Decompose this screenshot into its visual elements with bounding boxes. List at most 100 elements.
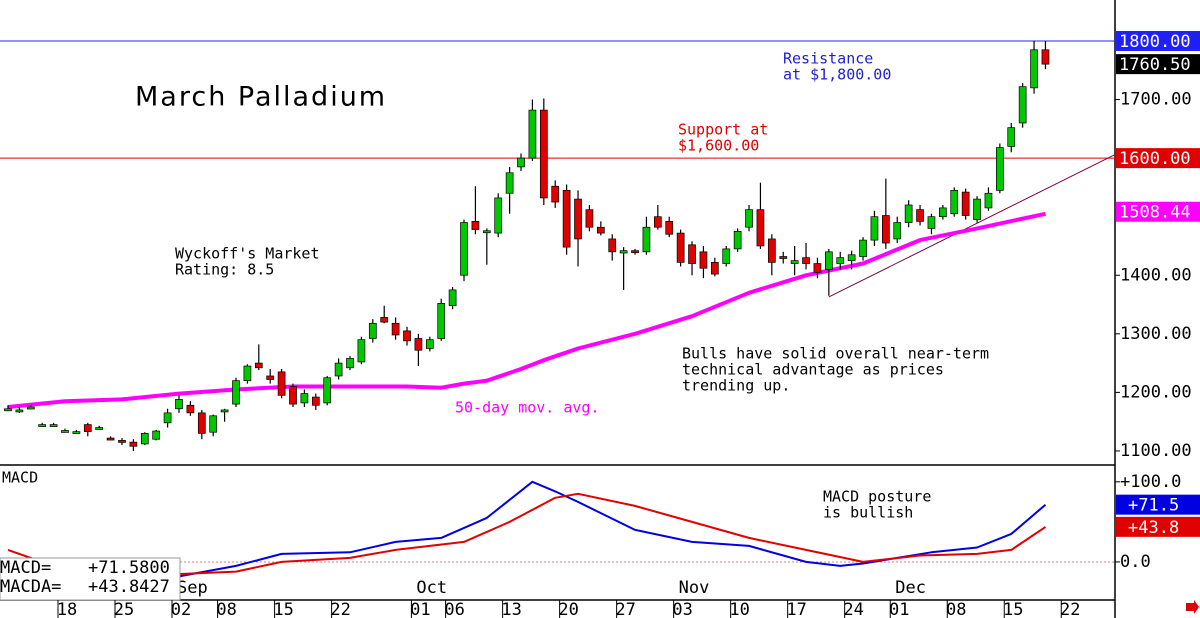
month-label: Dec — [895, 578, 926, 598]
x-tick-label: 20 — [558, 600, 578, 618]
candle-body — [676, 232, 685, 263]
annotation-text: $1,600.00 — [678, 137, 759, 155]
x-tick-label: 17 — [786, 600, 806, 618]
macd-y-tick-label: +100.0 — [1120, 472, 1181, 492]
candle-body — [83, 424, 92, 432]
candle-body — [517, 157, 525, 168]
candle-body — [802, 257, 810, 264]
price-marker-box — [1116, 148, 1200, 169]
y-tick-label: 1400.00 — [1120, 265, 1192, 285]
candle-body — [631, 250, 639, 254]
candle-body — [699, 251, 708, 269]
candle-body — [403, 330, 411, 342]
legend-readout: +43.8427 — [88, 577, 170, 597]
y-tick-label: 1300.00 — [1120, 324, 1192, 344]
annotation-text: Rating: 8.5 — [175, 261, 274, 279]
candle-body — [824, 251, 833, 270]
candle-body — [984, 192, 993, 209]
annotation-text: Support at — [678, 121, 768, 139]
annotation-text: Resistance — [783, 50, 873, 68]
scroll-arrow[interactable] — [1186, 600, 1199, 614]
x-tick-label: 18 — [57, 600, 77, 618]
candle-body — [460, 222, 468, 276]
candle-body — [323, 377, 332, 404]
x-tick-label: 06 — [444, 600, 464, 618]
x-tick-label: 24 — [843, 600, 863, 618]
annotation-text: technical advantage as prices — [682, 361, 944, 379]
annotation-text: trending up. — [682, 377, 790, 395]
month-label: Sep — [177, 578, 208, 598]
candle-body — [175, 399, 183, 410]
candle-body — [859, 239, 867, 257]
candle-body — [311, 396, 320, 406]
y-tick-label: 1700.00 — [1120, 90, 1192, 110]
x-tick-label: 15 — [1003, 600, 1023, 618]
candle-body — [608, 238, 617, 253]
chart-title: March Palladium — [135, 82, 387, 113]
candle-body — [893, 222, 902, 240]
candle-body — [950, 189, 959, 215]
candle-body — [710, 262, 719, 275]
annotation-text: at $1,800.00 — [783, 66, 891, 84]
candle-body — [289, 386, 297, 405]
candle-body — [904, 204, 913, 223]
candle-body — [220, 409, 229, 413]
candle-body — [927, 216, 936, 229]
y-tick-label: 1100.00 — [1120, 441, 1192, 461]
candle-body — [106, 437, 115, 441]
candle-body — [471, 221, 480, 230]
candle-body — [425, 339, 434, 349]
candle-body — [551, 185, 560, 203]
month-label: Nov — [679, 578, 710, 598]
candle-body — [596, 226, 605, 234]
candle-body — [38, 424, 47, 427]
candle-body — [574, 198, 582, 240]
price-marker-label: 1508.44 — [1119, 203, 1191, 223]
candle-body — [961, 191, 970, 216]
x-tick-label: 01 — [889, 600, 909, 618]
candle-body — [49, 424, 58, 427]
candle-body — [665, 221, 674, 235]
candle-body — [505, 172, 514, 194]
candle-body — [870, 216, 879, 241]
candle-body — [4, 408, 12, 412]
candle-body — [653, 216, 662, 228]
price-marker-box — [1116, 30, 1200, 51]
candle-body — [15, 409, 24, 413]
candle-body — [414, 338, 423, 351]
candle-body — [1041, 49, 1050, 65]
moving-average-line — [7, 211, 1046, 409]
candle-body — [437, 303, 446, 339]
annotation-text: Wyckoff's Market — [175, 245, 320, 263]
candle-body — [232, 380, 240, 405]
candle-body — [539, 109, 548, 199]
candle-body — [197, 412, 206, 434]
x-tick-label: 22 — [1060, 600, 1080, 618]
candle-body — [61, 430, 69, 433]
trendline — [828, 154, 1116, 298]
candle-body — [368, 322, 377, 339]
x-tick-label: 15 — [273, 600, 293, 618]
candle-body — [152, 430, 161, 440]
candle-body — [619, 250, 628, 254]
x-tick-label: 02 — [171, 600, 191, 618]
candle-body — [186, 404, 195, 414]
legend-readout: +71.5800 — [88, 558, 170, 578]
x-tick-label: 08 — [946, 600, 966, 618]
candle-body — [528, 109, 537, 159]
candle-body — [938, 207, 947, 218]
candle-body — [482, 230, 491, 234]
annotation-text: is bullish — [823, 504, 913, 522]
candle-body — [391, 322, 400, 336]
candle-body — [973, 198, 981, 220]
candle-body — [733, 230, 742, 250]
candle-body — [448, 289, 457, 307]
candle-body — [779, 256, 788, 259]
candle-body — [813, 263, 822, 273]
candle-body — [118, 440, 126, 443]
candle-body — [1030, 49, 1038, 89]
candle-body — [494, 197, 503, 234]
macd-value-box — [1116, 516, 1200, 537]
legend-box — [0, 557, 181, 601]
